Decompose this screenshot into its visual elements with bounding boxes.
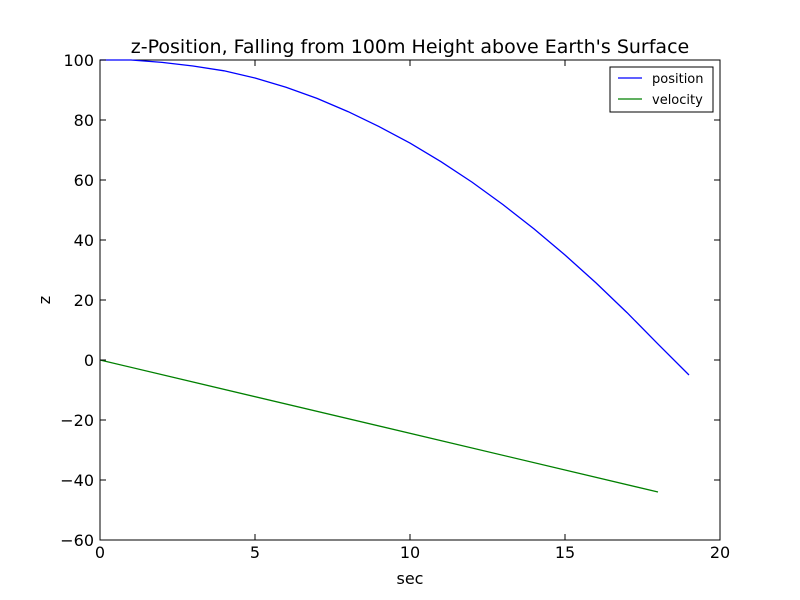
legend: position velocity <box>609 66 714 113</box>
y-tick-label--60: −60 <box>60 531 94 550</box>
legend-position-label: position <box>652 72 704 87</box>
x-tick-label-0: 0 <box>95 543 105 562</box>
y-tick-label-100: 100 <box>63 51 94 70</box>
legend-velocity-label: velocity <box>652 93 703 108</box>
x-tick-label-10: 10 <box>400 543 420 562</box>
plot-area <box>99 59 721 541</box>
series-position-line <box>100 59 690 376</box>
y-axis-label: z <box>35 296 54 304</box>
y-tick-label--20: −20 <box>60 411 94 430</box>
y-tick-label-20: 20 <box>74 291 94 310</box>
x-tick-label-15: 15 <box>555 543 575 562</box>
legend-box <box>609 66 714 113</box>
plot-frame <box>99 59 721 541</box>
chart-title: z-Position, Falling from 100m Height abo… <box>131 36 689 58</box>
y-axis-ticks: −60 −40 −20 0 20 40 60 80 100 <box>60 51 720 550</box>
y-tick-label-60: 60 <box>74 171 94 190</box>
series-velocity-line <box>99 359 659 493</box>
x-axis-label: sec <box>397 569 424 588</box>
series-layer <box>99 59 690 493</box>
y-tick-label-0: 0 <box>84 351 94 370</box>
x-tick-label-20: 20 <box>710 543 730 562</box>
y-tick-label-80: 80 <box>74 111 94 130</box>
y-tick-label--40: −40 <box>60 471 94 490</box>
x-axis-ticks: 0 5 10 15 20 <box>95 60 730 562</box>
x-tick-label-5: 5 <box>250 543 260 562</box>
y-tick-label-40: 40 <box>74 231 94 250</box>
